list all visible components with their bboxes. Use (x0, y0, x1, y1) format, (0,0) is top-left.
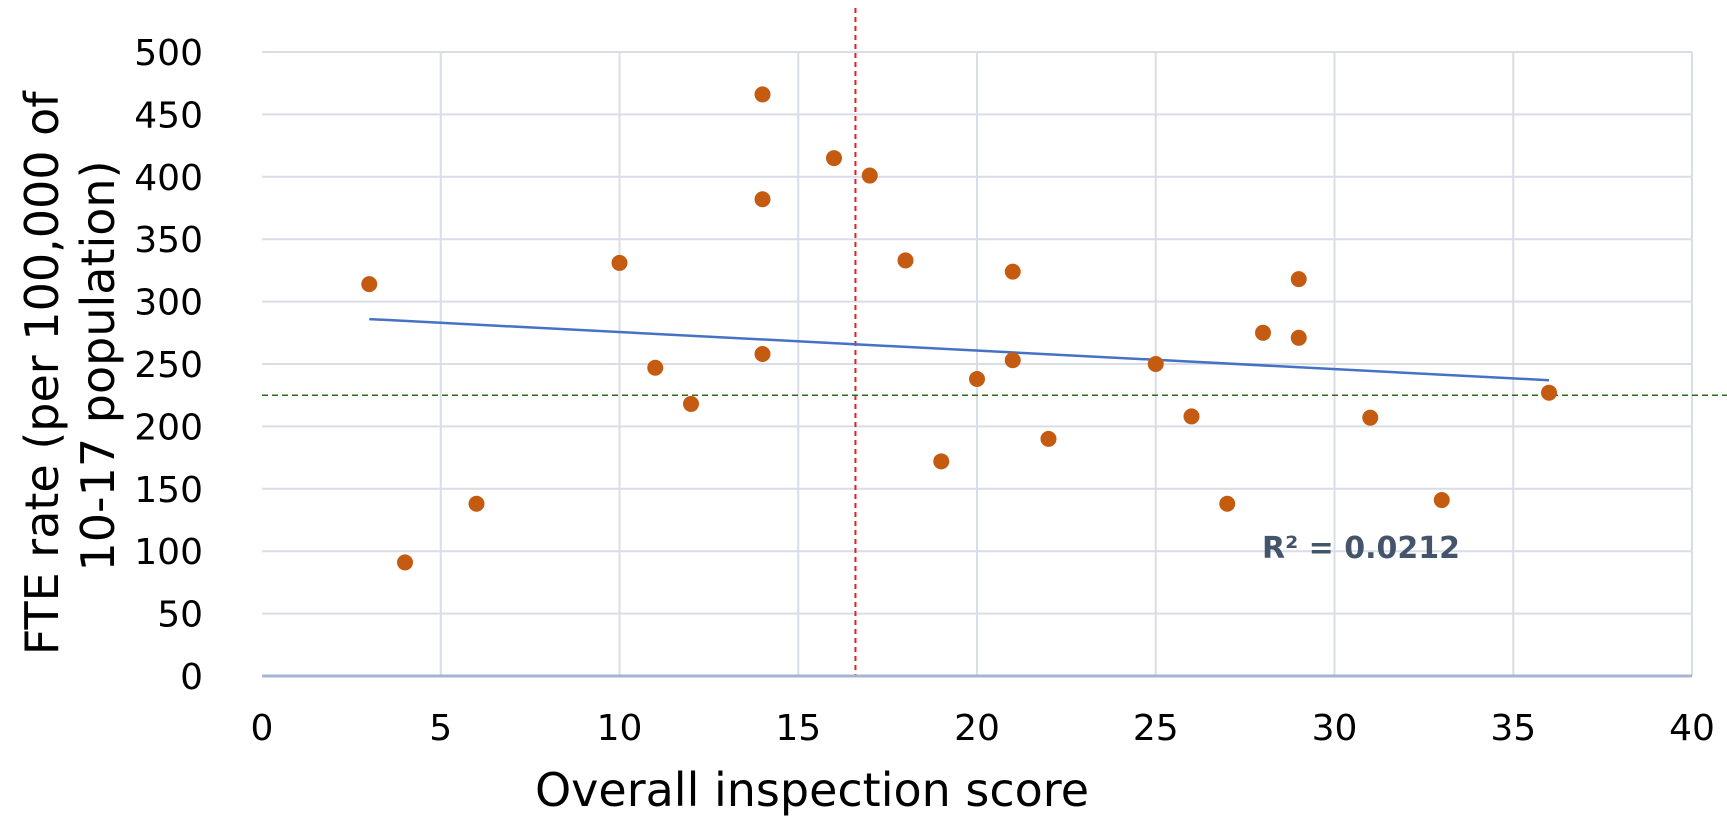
data-point (1290, 271, 1307, 288)
data-point (1147, 356, 1164, 372)
y-axis-title: FTE rate (per 100,000 of 10-17 populatio… (15, 77, 125, 655)
data-point (361, 276, 378, 293)
data-point (683, 395, 699, 412)
x-tick-label: 40 (1669, 708, 1715, 749)
y-tick-label: 300 (134, 283, 203, 324)
data-point (1433, 492, 1450, 509)
y-tick-label: 100 (134, 532, 203, 573)
y-tick-label: 350 (134, 220, 203, 261)
x-tick-label: 25 (1133, 708, 1179, 749)
data-point (1290, 329, 1307, 346)
y-axis-title-line-1: FTE rate (per 100,000 of (15, 90, 69, 655)
data-point (647, 359, 664, 376)
x-tick-label: 20 (954, 708, 1000, 749)
y-tick-labels: 0 50 100 150 200 250 300 350 400 450 500 (134, 33, 203, 698)
trendline-group (369, 317, 1550, 382)
data-point (969, 370, 985, 387)
data-point (1183, 408, 1200, 425)
data-point (468, 495, 485, 512)
x-tick-label: 15 (775, 708, 821, 749)
data-point (897, 252, 914, 269)
data-point (861, 167, 878, 184)
x-tick-label: 5 (429, 708, 452, 749)
data-point (933, 453, 950, 470)
y-tick-label: 500 (134, 33, 203, 74)
y-tick-label: 450 (134, 95, 203, 136)
data-points (361, 86, 1557, 571)
x-tick-labels: 0 5 10 15 20 25 30 35 40 (251, 708, 1715, 749)
data-point (611, 254, 628, 271)
data-point (1004, 263, 1021, 280)
data-point (754, 346, 771, 363)
y-tick-label: 150 (134, 470, 203, 511)
data-point (1362, 409, 1379, 426)
reference-lines (262, 8, 1727, 676)
data-point (754, 86, 771, 103)
data-point (1255, 324, 1271, 341)
data-point (1040, 430, 1057, 447)
data-point (397, 554, 413, 571)
y-tick-label: 400 (134, 158, 203, 199)
x-tick-label: 35 (1490, 708, 1536, 749)
grid-lines (262, 51, 1693, 676)
data-point (826, 150, 842, 167)
x-tick-label: 30 (1312, 708, 1358, 749)
y-tick-label: 50 (157, 595, 203, 636)
x-tick-label: 0 (251, 708, 274, 749)
y-tick-label: 0 (180, 657, 203, 698)
data-point (1541, 384, 1557, 401)
trendline (369, 317, 1550, 382)
x-tick-label: 10 (597, 708, 643, 749)
data-point (754, 191, 771, 208)
y-axis-title-line-2: 10-17 population) (71, 160, 125, 571)
r-squared-label: R² = 0.0212 (1262, 531, 1460, 566)
data-point (1219, 495, 1236, 512)
y-tick-label: 250 (134, 345, 203, 386)
data-point (1004, 352, 1021, 369)
x-axis-title: Overall inspection score (535, 763, 1089, 817)
y-tick-label: 200 (134, 407, 203, 448)
